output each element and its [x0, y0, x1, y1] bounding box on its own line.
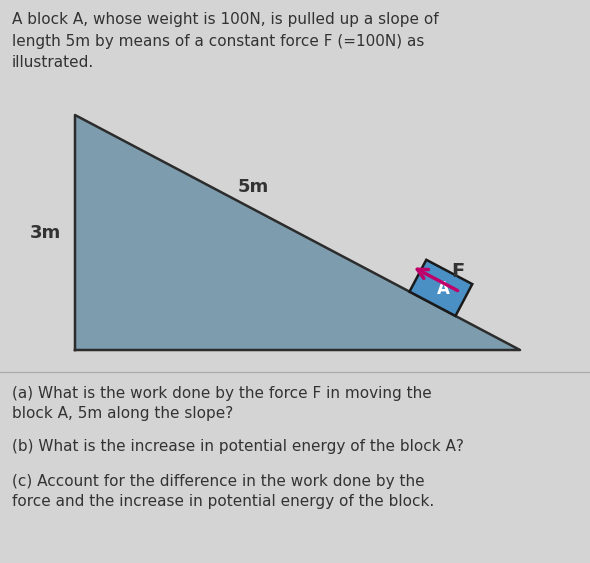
Text: A block A, whose weight is 100N, is pulled up a slope of
length 5m by means of a: A block A, whose weight is 100N, is pull…: [12, 12, 438, 70]
Text: (a) What is the work done by the force F in moving the
block A, 5m along the slo: (a) What is the work done by the force F…: [12, 386, 432, 421]
Text: A: A: [437, 280, 450, 298]
Text: (b) What is the increase in potential energy of the block A?: (b) What is the increase in potential en…: [12, 439, 464, 454]
Text: 3m: 3m: [30, 224, 61, 242]
Text: (c) Account for the difference in the work done by the
force and the increase in: (c) Account for the difference in the wo…: [12, 474, 434, 510]
Polygon shape: [75, 115, 520, 350]
Text: F: F: [451, 262, 464, 282]
Bar: [409, 260, 472, 316]
Text: 5m: 5m: [238, 177, 269, 195]
